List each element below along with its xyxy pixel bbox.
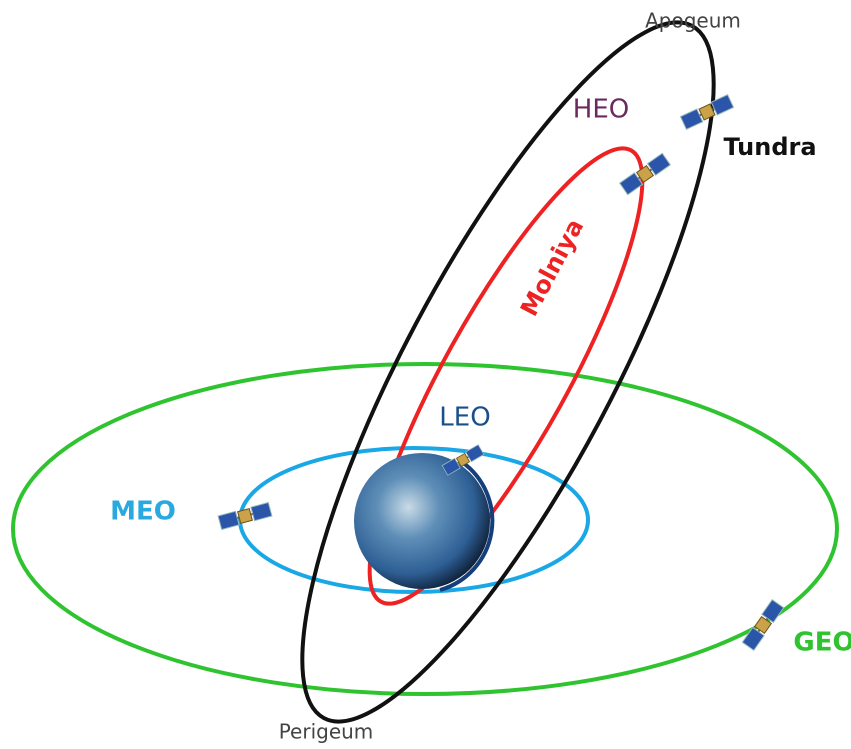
geo-orbit	[11, 362, 839, 696]
satellite	[679, 93, 735, 131]
apogee-label: Apogeum	[645, 9, 741, 33]
leo-orbit	[439, 460, 495, 592]
heo-label: HEO	[573, 95, 629, 125]
perigee-label: Perigeum	[279, 720, 374, 744]
tundra-label: Tundra	[723, 133, 816, 161]
geo-label: GEO	[793, 628, 851, 658]
molniya-orbit	[367, 146, 645, 606]
earth	[354, 453, 490, 589]
meo-label: MEO	[110, 497, 176, 527]
heo-orbit	[300, 20, 716, 724]
satellite	[741, 598, 785, 652]
satellite	[618, 152, 672, 196]
leo-label: LEO	[439, 403, 490, 433]
